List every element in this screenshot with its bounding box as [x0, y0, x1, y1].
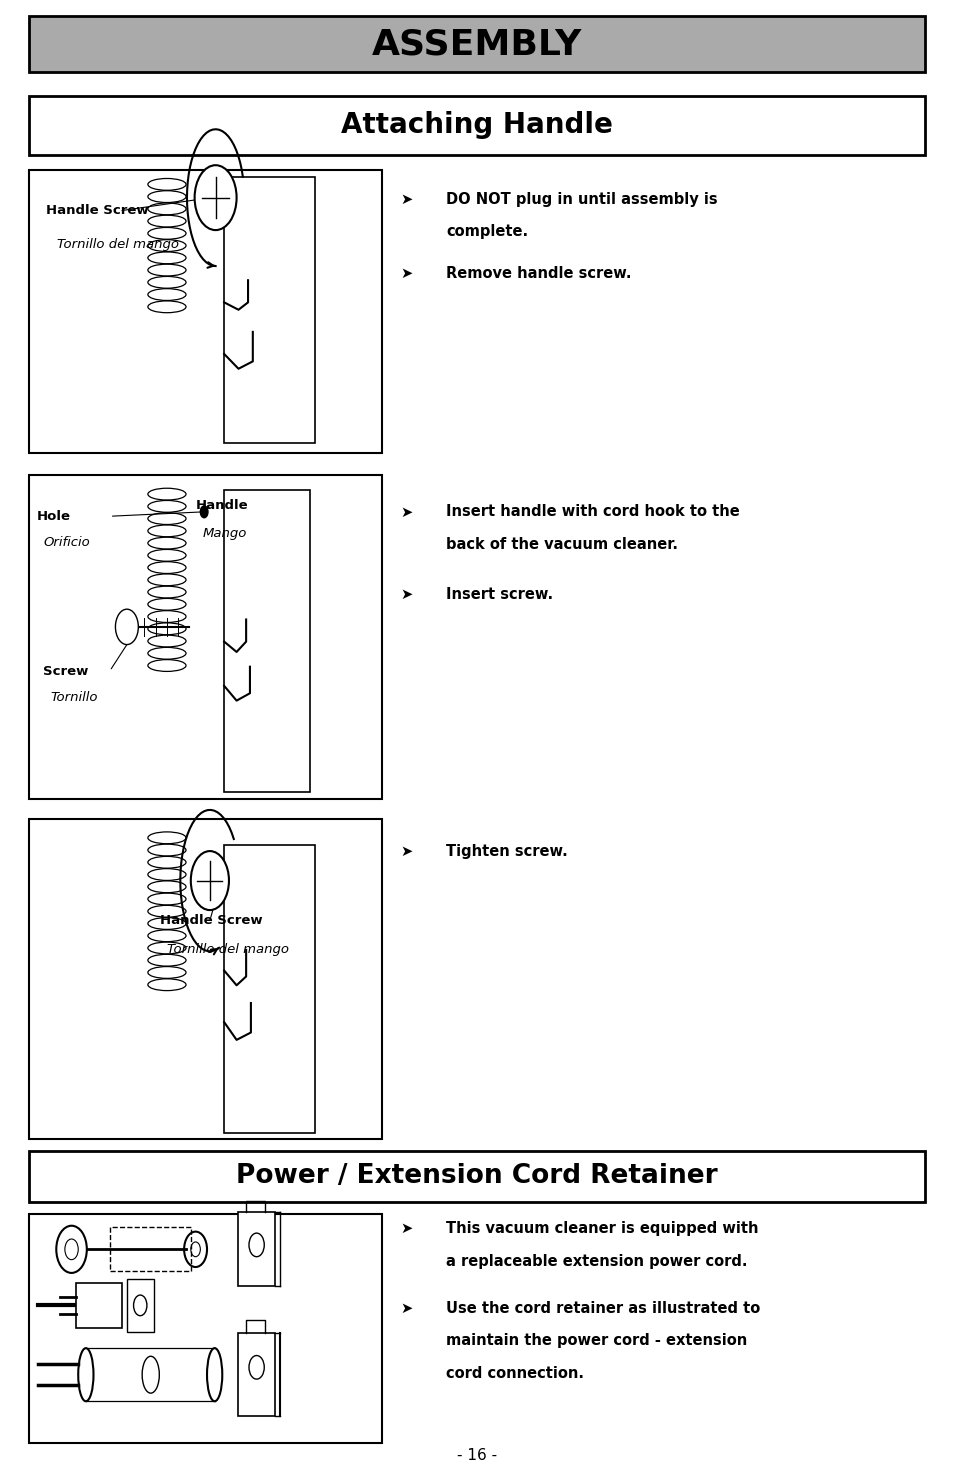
Text: Tornillo: Tornillo: [51, 692, 98, 704]
Ellipse shape: [207, 1348, 222, 1401]
FancyBboxPatch shape: [29, 475, 381, 799]
Text: complete.: complete.: [446, 224, 528, 239]
FancyBboxPatch shape: [29, 16, 924, 72]
FancyBboxPatch shape: [29, 1150, 924, 1202]
FancyBboxPatch shape: [238, 1333, 274, 1416]
Text: Tornillo del mango: Tornillo del mango: [167, 944, 289, 956]
Text: Screw: Screw: [43, 665, 89, 677]
FancyBboxPatch shape: [29, 96, 924, 155]
Text: Attaching Handle: Attaching Handle: [341, 112, 612, 139]
Text: maintain the power cord - extension: maintain the power cord - extension: [446, 1333, 747, 1348]
Text: Orificio: Orificio: [44, 537, 91, 549]
FancyBboxPatch shape: [127, 1279, 153, 1332]
Text: ➤: ➤: [400, 504, 413, 519]
Text: ➤: ➤: [400, 266, 413, 280]
Circle shape: [200, 506, 208, 518]
Circle shape: [194, 165, 236, 230]
FancyBboxPatch shape: [238, 1212, 274, 1286]
Text: Remove handle screw.: Remove handle screw.: [446, 266, 631, 280]
Text: DO NOT plug in until assembly is: DO NOT plug in until assembly is: [446, 192, 718, 206]
Text: Handle Screw: Handle Screw: [160, 914, 263, 926]
FancyBboxPatch shape: [29, 1214, 381, 1443]
Text: Mango: Mango: [202, 528, 247, 540]
Text: back of the vacuum cleaner.: back of the vacuum cleaner.: [446, 537, 678, 552]
Text: ➤: ➤: [400, 1221, 413, 1236]
Ellipse shape: [142, 1357, 159, 1392]
Text: Tornillo del mango: Tornillo del mango: [57, 239, 179, 251]
Text: Handle: Handle: [195, 500, 248, 512]
FancyBboxPatch shape: [224, 845, 314, 1133]
Text: This vacuum cleaner is equipped with: This vacuum cleaner is equipped with: [446, 1221, 759, 1236]
Text: ➤: ➤: [400, 1301, 413, 1316]
Text: a replaceable extension power cord.: a replaceable extension power cord.: [446, 1254, 747, 1268]
Text: ➤: ➤: [400, 844, 413, 858]
Text: Insert handle with cord hook to the: Insert handle with cord hook to the: [446, 504, 740, 519]
Text: Insert screw.: Insert screw.: [446, 587, 553, 602]
Text: - 16 -: - 16 -: [456, 1448, 497, 1463]
Text: Hole: Hole: [36, 510, 71, 522]
Circle shape: [191, 851, 229, 910]
Text: Handle Screw: Handle Screw: [46, 205, 149, 217]
Text: Tighten screw.: Tighten screw.: [446, 844, 568, 858]
Ellipse shape: [78, 1348, 93, 1401]
FancyBboxPatch shape: [224, 177, 314, 442]
Circle shape: [115, 609, 138, 645]
FancyBboxPatch shape: [29, 170, 381, 453]
FancyBboxPatch shape: [29, 819, 381, 1139]
Text: cord connection.: cord connection.: [446, 1366, 584, 1381]
Text: ASSEMBLY: ASSEMBLY: [372, 27, 581, 62]
Text: Power / Extension Cord Retainer: Power / Extension Cord Retainer: [236, 1164, 717, 1189]
FancyBboxPatch shape: [224, 490, 310, 792]
Text: Use the cord retainer as illustrated to: Use the cord retainer as illustrated to: [446, 1301, 760, 1316]
FancyBboxPatch shape: [76, 1283, 122, 1328]
Text: ➤: ➤: [400, 587, 413, 602]
Text: ➤: ➤: [400, 192, 413, 206]
